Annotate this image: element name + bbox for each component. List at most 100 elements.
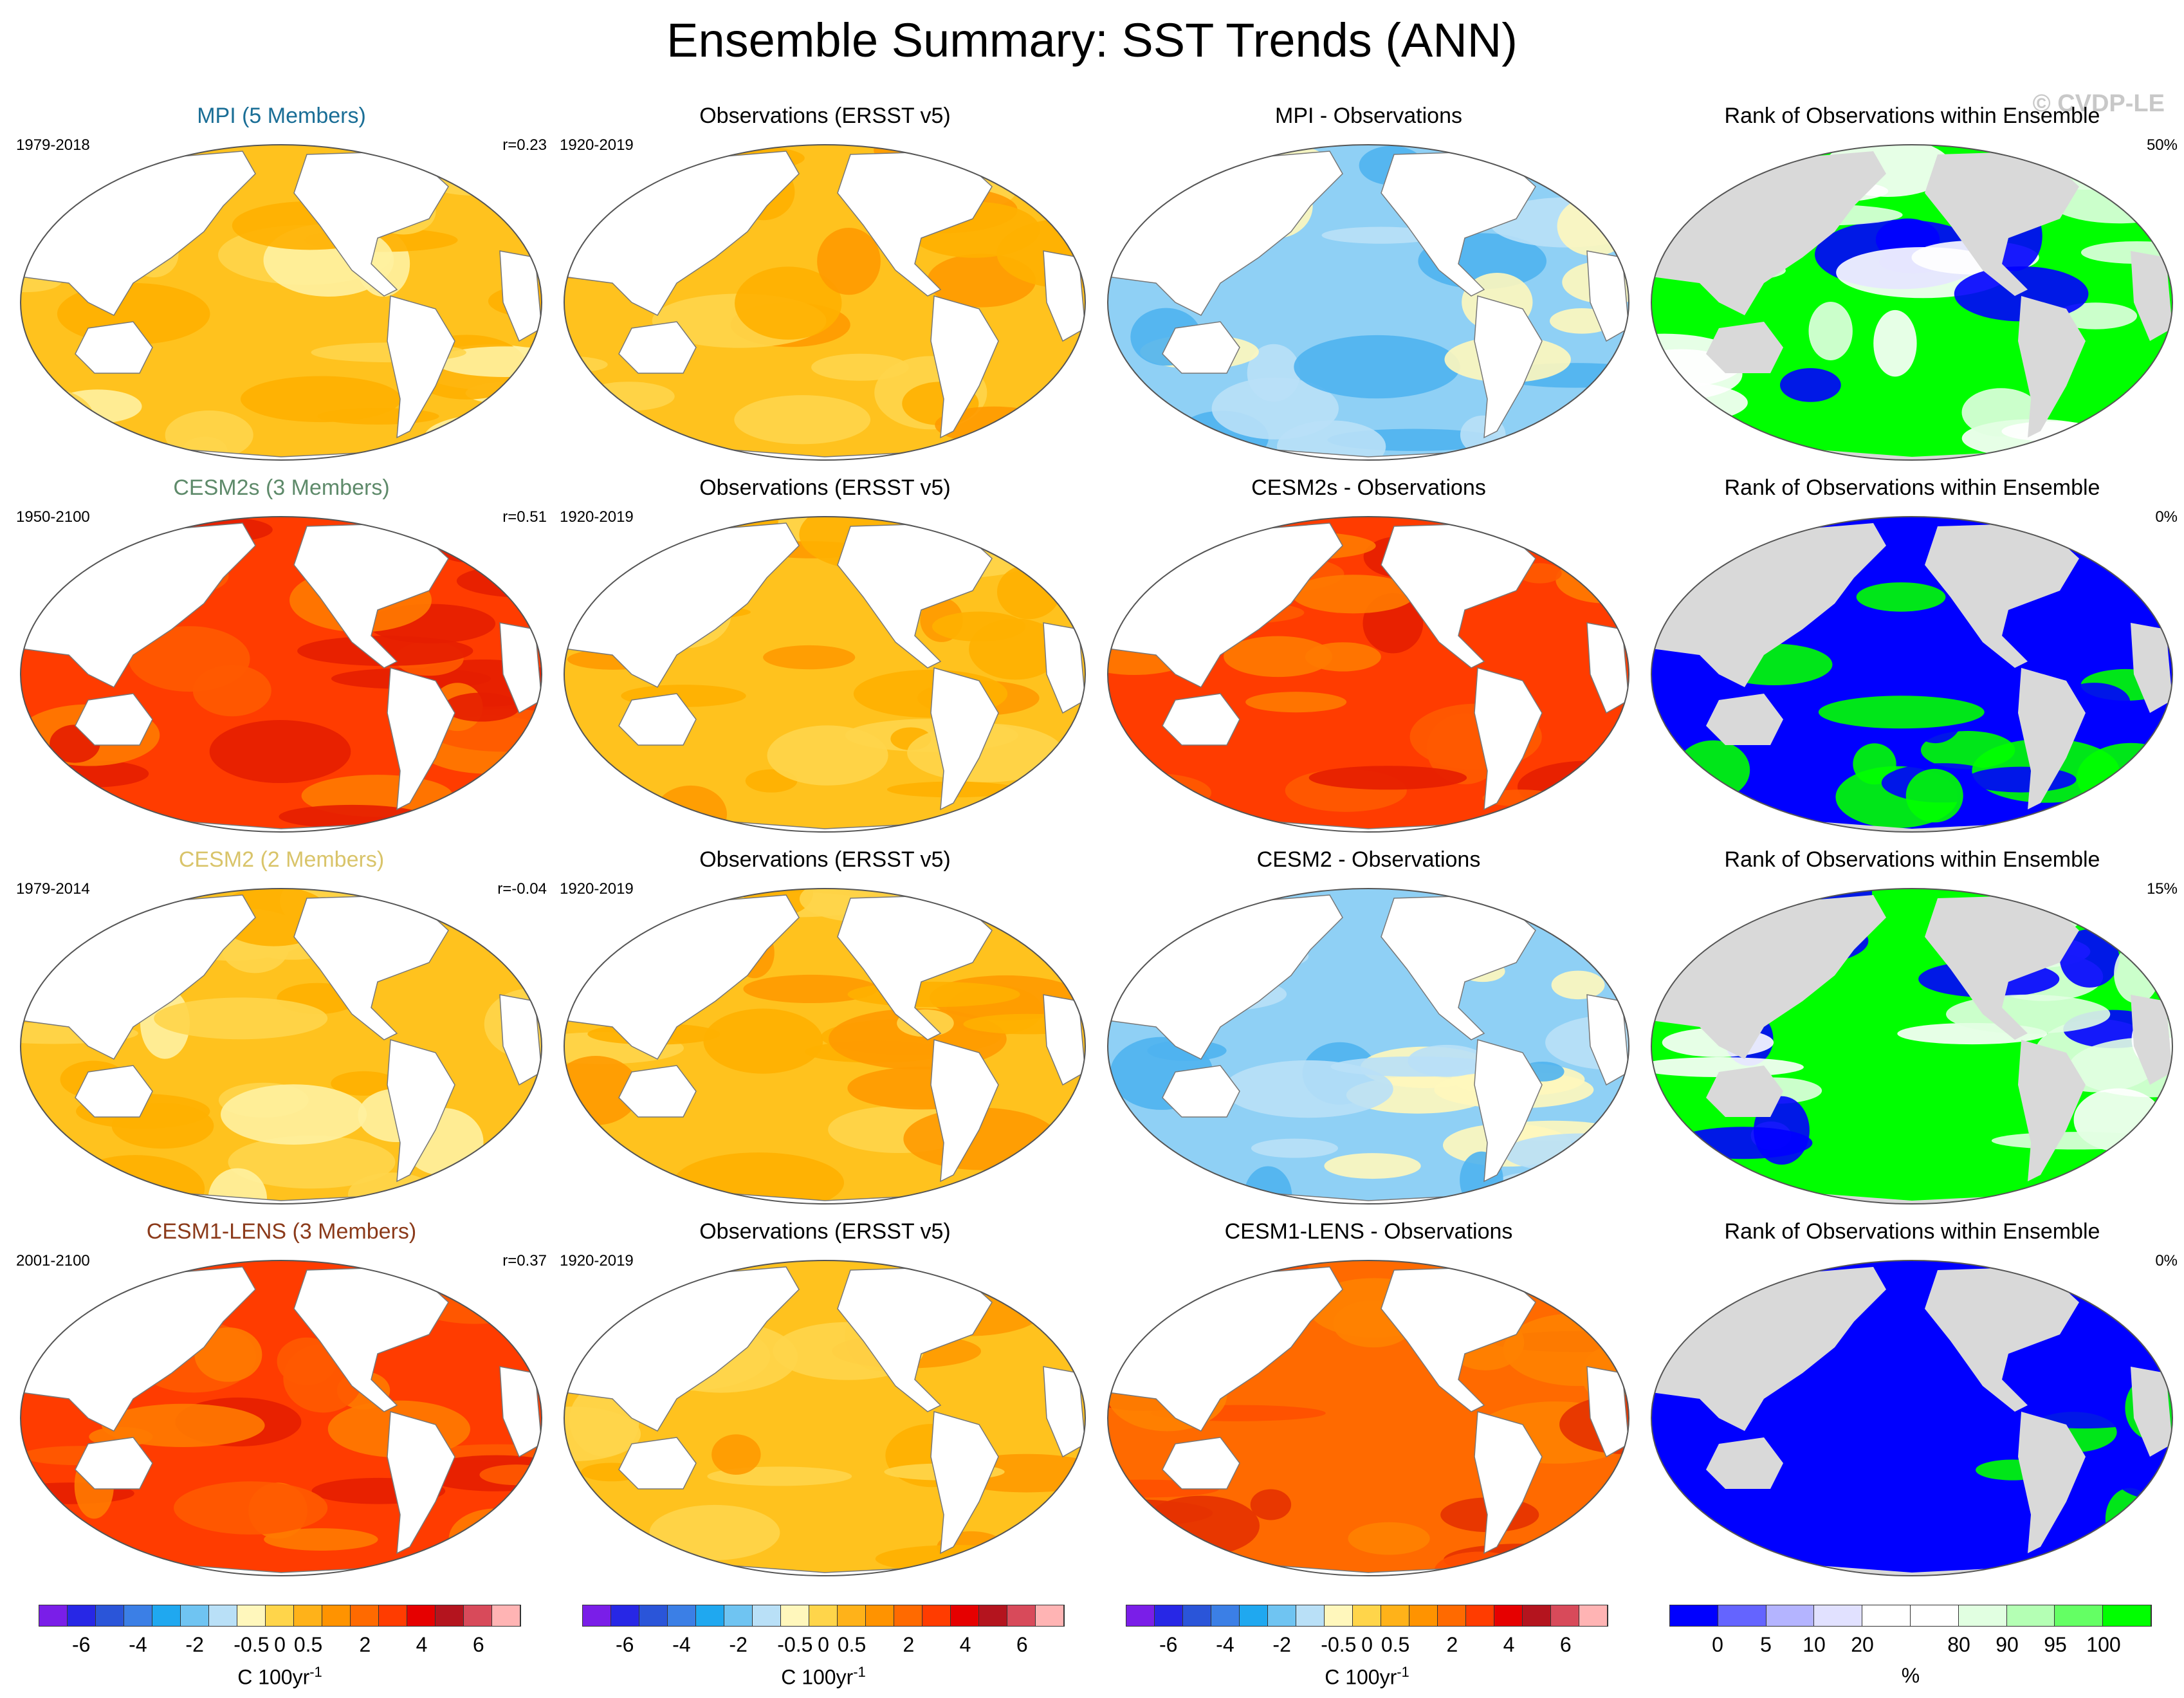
- colorbar-swatch: [2055, 1605, 2104, 1626]
- land-mass: [1381, 1266, 1536, 1412]
- colorbar-unit-label: C 100yr-1: [39, 1664, 521, 1690]
- ocean-anomaly-patch: [1308, 766, 1467, 790]
- land-mass: [2018, 1040, 2086, 1181]
- colorbar-sst: -6 -4 -2 -0.5 0 0.5 2 4 6 C 100yr-1: [1126, 1605, 1608, 1695]
- colorbar-tick-label: 4: [416, 1633, 428, 1656]
- colorbar-tick-label: -4: [672, 1633, 691, 1656]
- ocean-anomaly-patch: [1324, 1153, 1421, 1179]
- ocean-anomaly-patch: [2114, 944, 2160, 1004]
- ocean-anomaly-patch: [734, 395, 871, 445]
- colorbar-tick-label: 80: [1947, 1633, 1970, 1656]
- panel-rank-row2: Rank of Observations within Ensemble 0%: [1640, 475, 2184, 847]
- land-mass: [293, 894, 449, 1040]
- land-mass: [1474, 1039, 1543, 1183]
- ocean-anomaly-patch: [1651, 517, 1785, 536]
- land-mass: [1381, 151, 1536, 297]
- map-outline: [20, 1260, 542, 1576]
- colorbar-swatch: [1466, 1605, 1494, 1626]
- period-label: 1920-2019: [560, 508, 634, 526]
- colorbar-tick-label: -4: [129, 1633, 147, 1656]
- colorbar-tick-label: 6: [1559, 1633, 1572, 1656]
- map-outline: [564, 888, 1086, 1204]
- panel-title: Observations (ERSST v5): [699, 1219, 951, 1244]
- colorbar-swatch: [407, 1605, 436, 1626]
- period-label: 1950-2100: [16, 508, 90, 526]
- ocean-anomaly-patch: [1505, 429, 1629, 455]
- ocean-anomaly-patch: [1024, 797, 1063, 832]
- colorbar-sst: -6 -4 -2 -0.5 0 0.5 2 4 6 C 100yr-1: [39, 1605, 521, 1695]
- ocean-anomaly-patch: [194, 1327, 262, 1382]
- ocean-anomaly-patch: [228, 1135, 396, 1189]
- ocean-anomaly-patch: [1048, 1260, 1085, 1291]
- area-percent-label: 0%: [2155, 508, 2178, 526]
- land-mass: [75, 693, 153, 746]
- colorbar-swatch: [724, 1605, 753, 1626]
- colorbar-swatch: [1126, 1605, 1155, 1626]
- land-mass: [1586, 250, 1629, 342]
- ocean-anomaly-patch: [1563, 148, 1629, 190]
- area-percent-label: 50%: [2146, 136, 2178, 154]
- ocean-anomaly-patch: [1551, 970, 1605, 1000]
- colorbar-tick-label: 2: [359, 1633, 371, 1656]
- ocean-anomaly-patch: [767, 725, 888, 786]
- ocean-anomaly-patch: [1818, 696, 1985, 729]
- ocean-anomaly-patch: [2059, 929, 2120, 988]
- ocean-anomaly-patch: [703, 1008, 823, 1074]
- colorbar-swatch: [753, 1605, 781, 1626]
- ocean-anomaly-patch: [209, 720, 351, 784]
- area-percent-label: 0%: [2155, 1252, 2178, 1269]
- ocean-anomaly-patch: [331, 1071, 398, 1096]
- colorbar-tick-label: 4: [1503, 1633, 1515, 1656]
- colorbar-tick-label: 0: [818, 1633, 829, 1656]
- map-plot: [1107, 516, 1629, 833]
- colorbar-tick-label: 2: [1446, 1633, 1458, 1656]
- colorbar-swatch: [1958, 1605, 2007, 1626]
- land-mass: [930, 1039, 999, 1183]
- colorbar-swatches: [1669, 1605, 2152, 1627]
- panel-rank-row1: Rank of Observations within Ensemble 50%: [1640, 103, 2184, 475]
- map-outline: [1107, 888, 1629, 1204]
- pattern-correlation-label: r=0.23: [502, 136, 547, 154]
- panel-obs-row3: Observations (ERSST v5) 1920-2019: [553, 847, 1097, 1219]
- ocean-anomaly-patch: [1305, 642, 1381, 672]
- colorbar-tick-label: 6: [472, 1633, 484, 1656]
- colorbar-swatch: [894, 1605, 922, 1626]
- panel-title: CESM1-LENS (3 Members): [146, 1219, 417, 1244]
- map-outline: [564, 1260, 1086, 1576]
- period-label: 1920-2019: [560, 136, 634, 154]
- colorbar-swatch: [1409, 1605, 1438, 1626]
- ocean-anomaly-patch: [21, 1515, 49, 1550]
- map-plot: [564, 516, 1086, 833]
- colorbar-swatch: [1296, 1605, 1325, 1626]
- colorbar-swatch: [639, 1605, 668, 1626]
- land-mass: [837, 151, 993, 297]
- ocean-anomaly-patch: [1247, 344, 1301, 402]
- ocean-anomaly-patch: [1408, 1044, 1487, 1077]
- ocean-anomaly-patch: [1856, 582, 1946, 612]
- area-percent-label: 15%: [2146, 880, 2178, 898]
- land-mass: [1474, 667, 1543, 811]
- land-mass: [75, 321, 153, 374]
- map-outline: [20, 888, 542, 1204]
- pattern-correlation-label: r=-0.04: [497, 880, 547, 898]
- colorbar-tick-label: 95: [2044, 1633, 2067, 1656]
- colorbar-tick-label: 90: [1996, 1633, 2019, 1656]
- ocean-anomaly-patch: [221, 1084, 367, 1145]
- land-mass: [618, 693, 697, 746]
- ocean-anomaly-patch: [735, 266, 842, 340]
- colorbar-swatch: [1211, 1605, 1240, 1626]
- panel-obs-row1: Observations (ERSST v5) 1920-2019: [553, 103, 1097, 475]
- ocean-anomaly-patch: [1294, 335, 1460, 399]
- colorbar-tick-label: -6: [1159, 1633, 1178, 1656]
- ocean-anomaly-patch: [1678, 1167, 1721, 1204]
- ocean-anomaly-patch: [1108, 889, 1178, 945]
- map-outline: [20, 516, 542, 833]
- colorbar-swatch: [1910, 1605, 1959, 1626]
- land-mass: [1162, 321, 1240, 374]
- ocean-anomaly-patch: [2051, 1339, 2103, 1383]
- colorbar-swatch: [1718, 1605, 1766, 1626]
- map-outline: [1107, 1260, 1629, 1576]
- land-mass: [1381, 522, 1536, 669]
- ocean-anomaly-patch: [743, 974, 878, 1004]
- land-mass: [837, 522, 993, 669]
